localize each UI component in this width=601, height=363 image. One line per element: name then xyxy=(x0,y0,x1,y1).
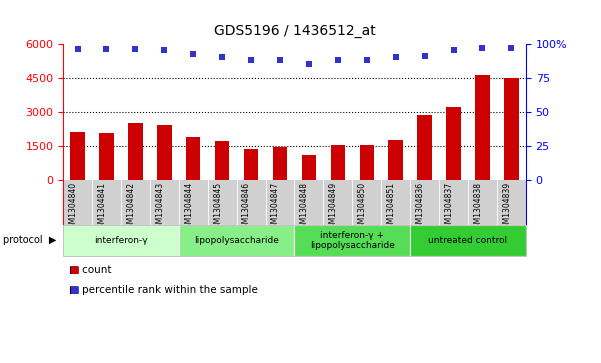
Point xyxy=(130,46,140,52)
Text: protocol  ▶: protocol ▶ xyxy=(3,236,56,245)
Bar xyxy=(186,136,201,180)
Text: GSM1304837: GSM1304837 xyxy=(445,182,454,233)
Point xyxy=(420,53,430,59)
Point xyxy=(333,57,343,63)
Point xyxy=(159,48,169,53)
Point xyxy=(102,46,111,52)
Text: GSM1304842: GSM1304842 xyxy=(126,182,135,233)
Point xyxy=(246,57,256,63)
Point xyxy=(391,54,400,60)
Text: GSM1304840: GSM1304840 xyxy=(69,182,78,233)
Bar xyxy=(359,145,374,180)
Bar xyxy=(273,147,287,180)
Point xyxy=(73,46,82,52)
Point xyxy=(362,57,371,63)
Bar xyxy=(157,125,171,180)
Bar xyxy=(302,155,316,180)
Point xyxy=(275,57,285,63)
Text: interferon-γ: interferon-γ xyxy=(94,236,148,245)
Bar xyxy=(418,115,432,180)
Text: ■: ■ xyxy=(69,265,79,275)
Text: GSM1304847: GSM1304847 xyxy=(271,182,280,233)
Text: GSM1304839: GSM1304839 xyxy=(502,182,511,233)
Text: GDS5196 / 1436512_at: GDS5196 / 1436512_at xyxy=(213,24,376,38)
Text: GSM1304848: GSM1304848 xyxy=(300,182,309,233)
Text: GSM1304850: GSM1304850 xyxy=(358,182,367,233)
Point xyxy=(189,52,198,57)
Text: GSM1304836: GSM1304836 xyxy=(416,182,425,233)
Bar xyxy=(215,140,230,180)
Bar xyxy=(475,75,490,180)
Text: GSM1304846: GSM1304846 xyxy=(242,182,251,233)
Text: GSM1304838: GSM1304838 xyxy=(474,182,483,233)
Text: GSM1304843: GSM1304843 xyxy=(155,182,164,233)
Text: lipopolysaccharide: lipopolysaccharide xyxy=(194,236,279,245)
Bar xyxy=(128,123,142,180)
Point xyxy=(304,61,314,67)
Text: ■ percentile rank within the sample: ■ percentile rank within the sample xyxy=(69,285,258,295)
Bar xyxy=(388,140,403,180)
Text: GSM1304849: GSM1304849 xyxy=(329,182,338,233)
Point xyxy=(218,54,227,60)
Bar xyxy=(331,145,345,180)
Text: untreated control: untreated control xyxy=(429,236,508,245)
Text: ■: ■ xyxy=(69,285,79,295)
Bar xyxy=(99,133,114,180)
Point xyxy=(507,45,516,50)
Bar xyxy=(447,107,461,180)
Text: GSM1304851: GSM1304851 xyxy=(386,182,395,233)
Text: GSM1304844: GSM1304844 xyxy=(185,182,194,233)
Bar xyxy=(70,132,85,180)
Bar xyxy=(504,78,519,180)
Text: GSM1304841: GSM1304841 xyxy=(97,182,106,233)
Text: interferon-γ +
lipopolysaccharide: interferon-γ + lipopolysaccharide xyxy=(310,231,395,250)
Bar xyxy=(63,180,526,225)
Text: GSM1304845: GSM1304845 xyxy=(213,182,222,233)
Point xyxy=(449,48,459,53)
Bar xyxy=(244,149,258,180)
Point xyxy=(478,45,487,50)
Text: ■ count: ■ count xyxy=(69,265,112,275)
